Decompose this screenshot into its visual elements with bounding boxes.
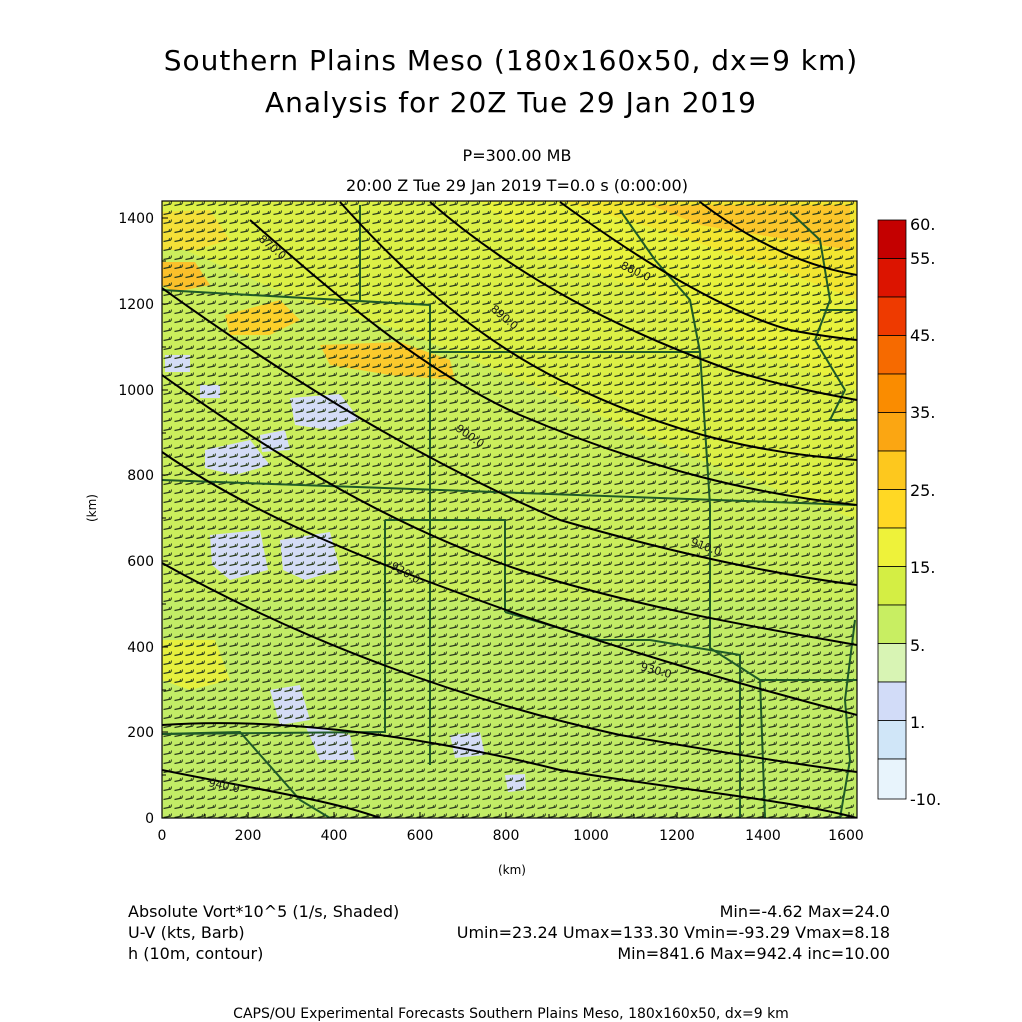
- colorbar-label: 55.: [910, 249, 935, 268]
- y-tick-label: 600: [127, 554, 154, 570]
- footer-credit: CAPS/OU Experimental Forecasts Southern …: [233, 1006, 789, 1022]
- plot-title: Southern Plains Meso (180x160x50, dx=9 k…: [163, 44, 859, 77]
- legend-var-wind: U-V (kts, Barb): [128, 923, 245, 942]
- colorbar-label: 15.: [910, 558, 935, 577]
- x-tick-label: 1400: [745, 828, 781, 844]
- colorbar-label: 5.: [910, 636, 925, 655]
- axis-ticks: [161, 217, 850, 819]
- contour-label: 940.0: [207, 776, 241, 795]
- colorbar-labels: 60. 55. 45. 35. 25. 15. 5. 1. -10.: [910, 215, 941, 809]
- y-tick-label: 0: [145, 811, 154, 827]
- plot-frame: [161, 200, 858, 819]
- x-tick-label: 800: [493, 828, 520, 844]
- legend-var-height: h (10m, contour): [128, 944, 264, 963]
- y-tick-label: 400: [127, 640, 154, 656]
- colorbar-label: 1.: [910, 713, 925, 732]
- y-tick-labels: 0 200 400 600 800 1000 1200 1400: [118, 211, 154, 827]
- colorbar-label: 45.: [910, 326, 935, 345]
- colorbar-label: 35.: [910, 403, 935, 422]
- legend-stats-height: Min=841.6 Max=942.4 inc=10.00: [617, 944, 890, 963]
- state-boundaries: [162, 205, 857, 818]
- x-tick-label: 1000: [573, 828, 609, 844]
- colorbar-label: 25.: [910, 481, 935, 500]
- x-tick-label: 400: [321, 828, 348, 844]
- x-tick-label: 200: [235, 828, 262, 844]
- x-tick-label: 1200: [659, 828, 695, 844]
- legend-var-vorticity: Absolute Vort*10^5 (1/s, Shaded): [128, 902, 400, 921]
- height-contours: [162, 201, 857, 818]
- colorbar: [877, 219, 907, 800]
- legend-stats-vorticity: Min=-4.62 Max=24.0: [719, 902, 890, 921]
- pressure-level: P=300.00 MB: [462, 146, 572, 165]
- y-tick-label: 200: [127, 725, 154, 741]
- plot-subtitle: Analysis for 20Z Tue 29 Jan 2019: [265, 86, 757, 119]
- y-tick-label: 1000: [118, 383, 154, 399]
- y-tick-label: 800: [127, 468, 154, 484]
- x-tick-label: 600: [407, 828, 434, 844]
- vorticity-shading: [162, 201, 857, 818]
- y-tick-label: 1400: [118, 211, 154, 227]
- x-tick-label: 1600: [828, 828, 864, 844]
- legend-stats-wind: Umin=23.24 Umax=133.30 Vmin=-93.29 Vmax=…: [456, 923, 890, 942]
- x-axis-label: (km): [498, 863, 526, 877]
- x-tick-label: 0: [158, 828, 167, 844]
- valid-time: 20:00 Z Tue 29 Jan 2019 T=0.0 s (0:00:00…: [346, 176, 688, 195]
- y-tick-label: 1200: [118, 297, 154, 313]
- x-tick-labels: 0 200 400 600 800 1000 1200 1400 1600: [158, 828, 864, 844]
- colorbar-label: 60.: [910, 215, 935, 234]
- colorbar-label: -10.: [910, 790, 941, 809]
- y-axis-label: (km): [85, 494, 99, 522]
